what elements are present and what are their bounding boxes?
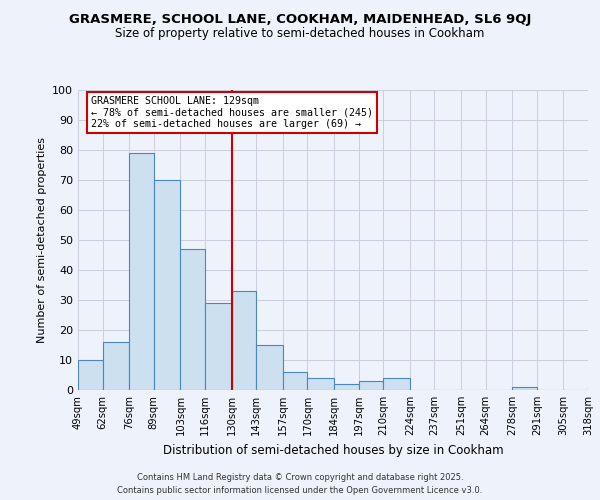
Bar (181, 249, 205, 390)
Bar (232, 291, 256, 390)
Bar (103, 342, 129, 390)
Bar (588, 387, 600, 390)
Text: Contains HM Land Registry data © Crown copyright and database right 2025.
Contai: Contains HM Land Registry data © Crown c… (118, 474, 482, 495)
Bar (307, 378, 334, 390)
Bar (512, 387, 537, 390)
Text: GRASMERE, SCHOOL LANE, COOKHAM, MAIDENHEAD, SL6 9QJ: GRASMERE, SCHOOL LANE, COOKHAM, MAIDENHE… (69, 12, 531, 26)
Bar (359, 381, 383, 390)
Bar (256, 345, 283, 390)
Bar (154, 180, 181, 390)
Text: GRASMERE SCHOOL LANE: 129sqm
← 78% of semi-detached houses are smaller (245)
22%: GRASMERE SCHOOL LANE: 129sqm ← 78% of se… (91, 96, 373, 129)
Bar (383, 378, 410, 390)
Bar (78, 360, 103, 390)
Bar (283, 372, 307, 390)
X-axis label: Distribution of semi-detached houses by size in Cookham: Distribution of semi-detached houses by … (163, 444, 503, 456)
Bar (205, 303, 232, 390)
Text: Size of property relative to semi-detached houses in Cookham: Size of property relative to semi-detach… (115, 28, 485, 40)
Bar (334, 384, 359, 390)
Y-axis label: Number of semi-detached properties: Number of semi-detached properties (37, 137, 47, 343)
Bar (129, 153, 154, 390)
